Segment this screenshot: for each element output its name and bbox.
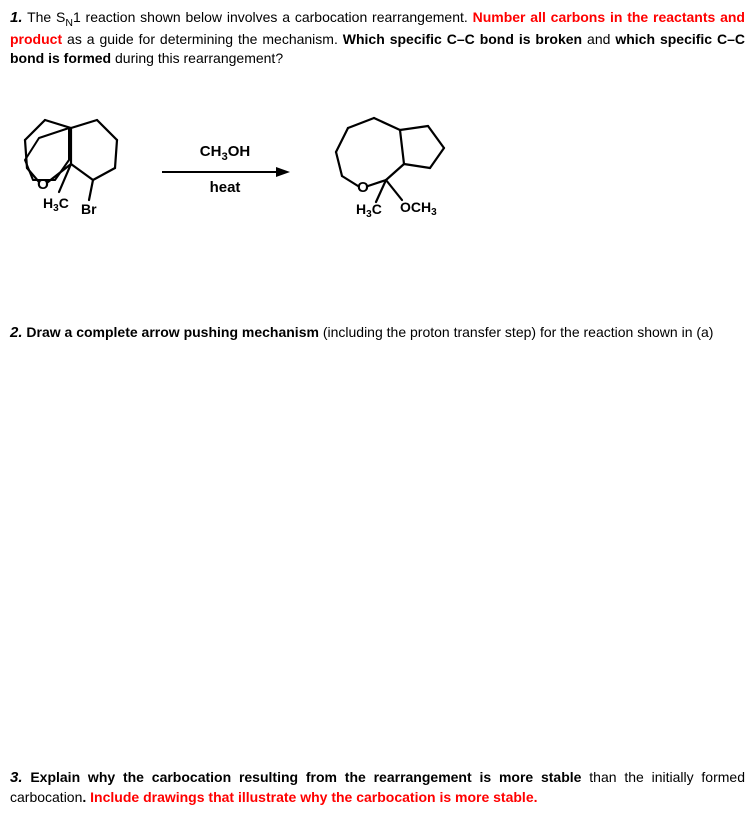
q1-number: 1. bbox=[10, 9, 23, 26]
reactant-br-label: Br bbox=[81, 201, 97, 217]
question-3: 3. Explain why the carbocation resulting… bbox=[10, 768, 745, 807]
reagent1-a: CH bbox=[200, 143, 222, 160]
product-ch3-label: H3C bbox=[356, 201, 382, 220]
reagent-1: CH3OH bbox=[200, 143, 250, 163]
q3-red-1: Include drawings that illustrate why the… bbox=[86, 789, 537, 805]
q2-text-1: (including the proton transfer step) for… bbox=[319, 324, 714, 340]
question-1: 1. The SN1 reaction shown below involves… bbox=[10, 8, 745, 68]
q1-sub-1: N bbox=[65, 17, 73, 29]
q1-text-3: as a guide for determining the mechanism… bbox=[62, 31, 343, 47]
q1-text-5: during this rearrangement? bbox=[111, 50, 283, 66]
reagent-2: heat bbox=[210, 179, 241, 196]
reactant-o-label: O bbox=[37, 176, 49, 193]
q1-bold-1: Which specific C–C bond is broken bbox=[343, 31, 582, 47]
q1-text-1: The S bbox=[27, 9, 65, 25]
reactant-molecule: O H3C Br bbox=[15, 110, 130, 230]
product-och3-label: OCH3 bbox=[400, 199, 437, 218]
product-molecule: O H3C OCH3 bbox=[320, 108, 460, 233]
reaction-arrow-block: CH3OH heat bbox=[160, 143, 290, 198]
reagent1-b: OH bbox=[228, 143, 251, 160]
product-o-label: O bbox=[357, 179, 369, 196]
reaction-arrow-icon bbox=[160, 165, 290, 179]
q3-number: 3. bbox=[10, 769, 23, 786]
q3-bold-1: Explain why the carbocation resulting fr… bbox=[30, 769, 581, 785]
q2-number: 2. bbox=[10, 324, 23, 341]
reaction-scheme: O H3C Br CH3OH heat bbox=[10, 108, 745, 233]
question-2: 2. Draw a complete arrow pushing mechani… bbox=[10, 323, 745, 343]
reactant-ch3-label: H3C bbox=[43, 195, 69, 214]
q2-bold-1: Draw a complete arrow pushing mechanism bbox=[26, 324, 319, 340]
q1-text-4: and bbox=[582, 31, 615, 47]
q1-text-2: 1 reaction shown below involves a carboc… bbox=[73, 9, 473, 25]
